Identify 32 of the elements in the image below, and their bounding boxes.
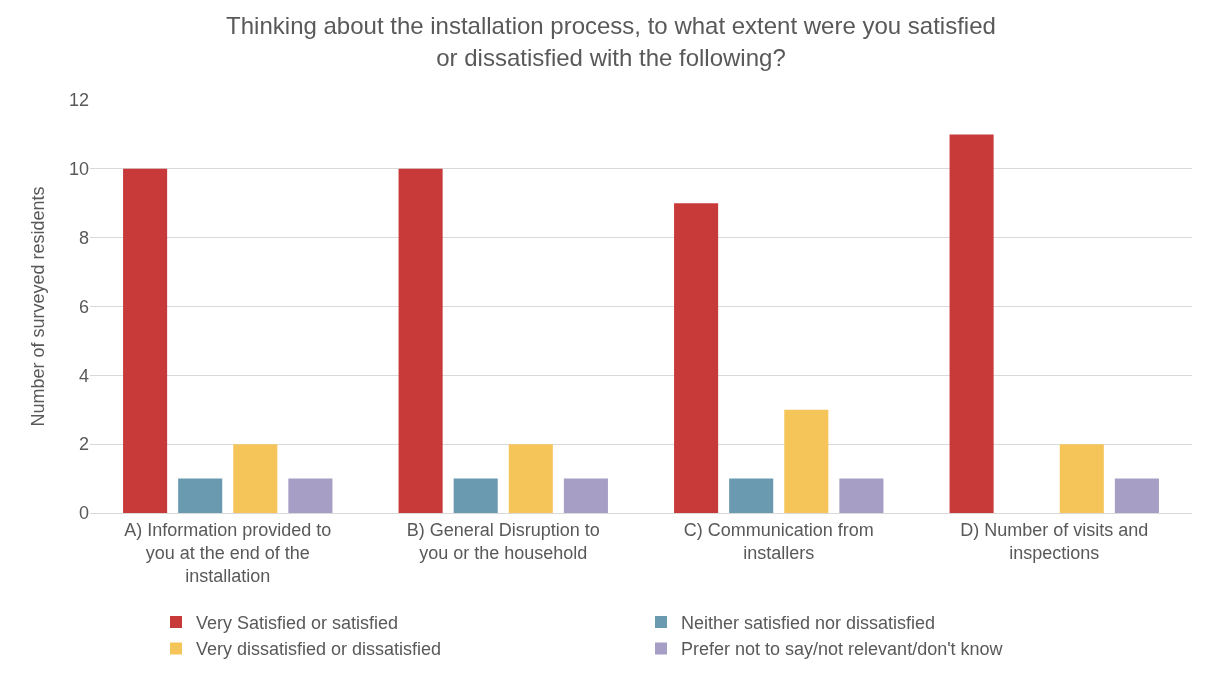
y-tick-label: 8: [78, 227, 89, 248]
bar: [563, 478, 608, 513]
y-tick-label: 2: [78, 434, 89, 455]
bar: [784, 409, 829, 513]
chart-title: Thinking about the installation process, to what extent were you satisfied or dissatisfied with the following?: [226, 12, 996, 71]
y-tick-label: 0: [78, 503, 89, 524]
legend-label: Very dissatisfied or dissatisfied: [196, 639, 442, 660]
x-tick-label: B) General Disruption to you or the household: [406, 519, 600, 563]
legend-label: Neither satisfied nor dissatisfied: [681, 613, 936, 634]
y-tick-label: 6: [78, 296, 89, 317]
y-tick-label: 4: [78, 365, 89, 386]
x-tick-label: A) Information provided to you at the end of the installation: [124, 519, 332, 587]
bar: [178, 478, 223, 513]
legend-label: Prefer not to say/not relevant/don't know: [681, 639, 1004, 660]
y-axis-title: Number of surveyed residents: [28, 186, 48, 427]
bar: [839, 478, 884, 513]
bar: [123, 168, 168, 513]
bar: [674, 203, 719, 513]
bar: [288, 478, 333, 513]
bar: [453, 478, 498, 513]
legend-label: Very Satisfied or satisfied: [196, 613, 399, 634]
bar: [508, 444, 553, 513]
bar: [949, 134, 994, 513]
bar: [1059, 444, 1104, 513]
bar: [1114, 478, 1159, 513]
x-tick-label: D) Number of visits and inspections: [960, 519, 1149, 563]
bar: [398, 168, 443, 513]
bar: [233, 444, 278, 513]
bar: [729, 478, 774, 513]
y-tick-label: 10: [68, 159, 89, 180]
y-tick-label: 12: [68, 90, 89, 111]
x-tick-label: C) Communication from installers: [683, 519, 874, 563]
